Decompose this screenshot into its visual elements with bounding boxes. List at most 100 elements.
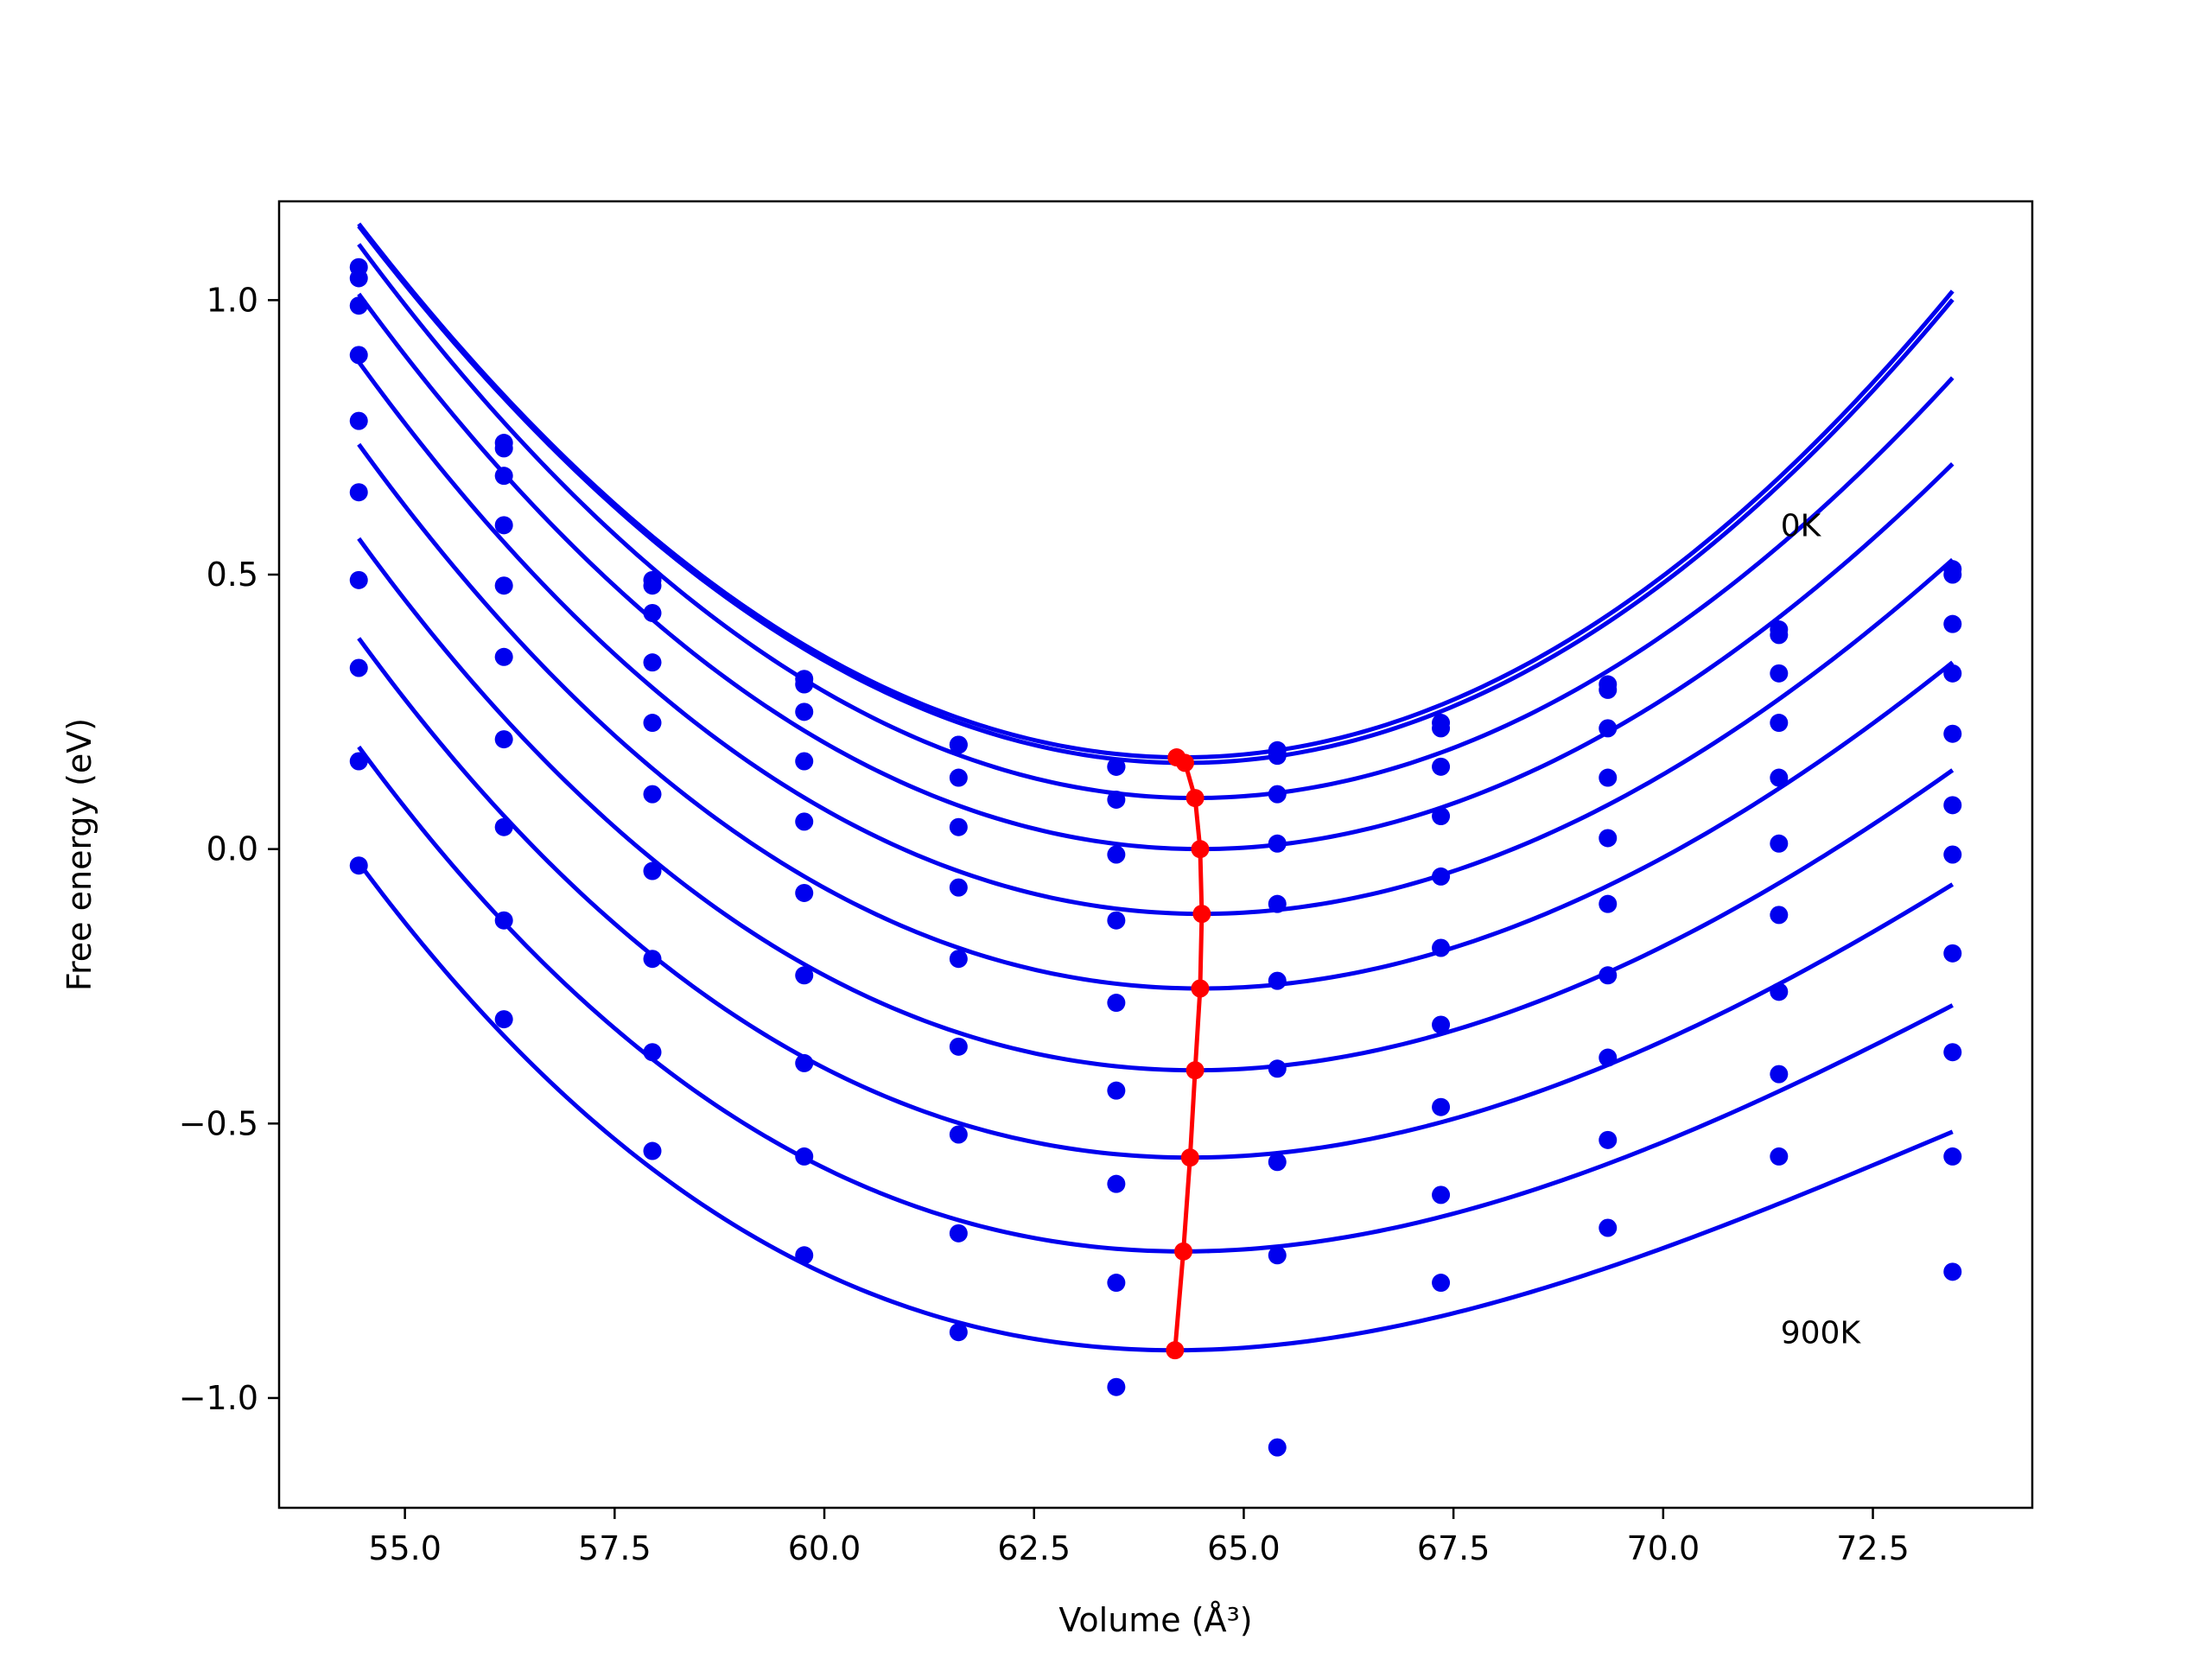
minimum-point	[1192, 905, 1211, 924]
minimum-point	[1174, 1242, 1193, 1261]
fit-curve	[357, 861, 1954, 1353]
x-tick-label: 55.0	[368, 1529, 442, 1567]
data-point	[349, 856, 368, 875]
y-tick-label: 0.5	[207, 556, 258, 594]
data-point	[494, 1010, 513, 1029]
data-point	[795, 1147, 814, 1166]
x-tick-label: 70.0	[1627, 1529, 1700, 1567]
fit-curves	[357, 222, 1955, 1353]
data-point	[1599, 966, 1618, 985]
data-point	[949, 1037, 968, 1056]
data-point	[1107, 790, 1126, 809]
data-point	[494, 911, 513, 930]
data-point	[1432, 757, 1451, 776]
data-point	[1268, 1246, 1287, 1265]
data-point	[1770, 768, 1789, 787]
data-point	[1268, 971, 1287, 990]
data-point	[349, 411, 368, 430]
data-point	[1770, 1065, 1789, 1084]
data-point	[1599, 1218, 1618, 1237]
data-point	[949, 817, 968, 836]
y-tick-label: 0.0	[207, 830, 258, 868]
data-point	[949, 768, 968, 787]
data-point	[494, 467, 513, 486]
x-tick-label: 57.5	[578, 1529, 652, 1567]
data-point	[494, 439, 513, 458]
data-point	[1432, 1097, 1451, 1116]
x-tick-label: 65.0	[1207, 1529, 1281, 1567]
temperature-annotation: 0K	[1781, 509, 1822, 544]
data-point	[1268, 894, 1287, 913]
data-point	[643, 1043, 662, 1062]
fit-curve	[357, 745, 1954, 1254]
data-point	[1107, 1274, 1126, 1293]
data-point	[1268, 1059, 1287, 1078]
data-point	[1432, 719, 1451, 738]
data-point	[795, 675, 814, 694]
data-point	[1268, 785, 1287, 804]
data-point	[1107, 911, 1126, 930]
data-point	[1943, 1043, 1962, 1062]
data-point	[1943, 1262, 1962, 1281]
data-point	[1268, 747, 1287, 766]
fit-curve	[357, 243, 1955, 801]
data-point	[795, 1246, 814, 1265]
data-point	[1432, 1274, 1451, 1293]
data-point	[349, 570, 368, 589]
data-point	[1432, 1185, 1451, 1205]
data-point	[643, 653, 662, 672]
data-point	[795, 752, 814, 771]
data-point	[1943, 724, 1962, 743]
data-point	[1599, 768, 1618, 787]
data-point	[1770, 626, 1789, 645]
fit-curve	[357, 537, 1955, 1073]
data-point	[1599, 894, 1618, 913]
data-point	[1770, 982, 1789, 1001]
data-point	[1770, 664, 1789, 683]
data-point	[1107, 757, 1126, 776]
minimum-point	[1191, 840, 1210, 859]
y-tick-label: −0.5	[179, 1104, 258, 1142]
data-point	[795, 966, 814, 985]
minimum-path-line	[1173, 755, 1205, 1351]
data-point	[795, 1053, 814, 1072]
x-tick-label: 62.5	[997, 1529, 1071, 1567]
data-point	[1770, 834, 1789, 853]
data-point	[494, 516, 513, 535]
data-point	[949, 878, 968, 897]
data-point	[643, 861, 662, 880]
data-point	[494, 730, 513, 749]
data-point	[1770, 714, 1789, 733]
data-point	[1599, 719, 1618, 738]
data-point	[643, 950, 662, 969]
data-point	[643, 714, 662, 733]
data-point	[1770, 1147, 1789, 1166]
data-point	[949, 950, 968, 969]
data-point	[643, 603, 662, 622]
data-point	[349, 752, 368, 771]
data-point	[1268, 834, 1287, 853]
plot-frame	[277, 200, 2034, 1510]
data-point	[949, 1224, 968, 1243]
data-point	[1943, 664, 1962, 683]
data-point	[1943, 845, 1962, 864]
temperature-annotation: 900K	[1781, 1315, 1862, 1351]
data-point	[1943, 944, 1962, 963]
data-point	[643, 1141, 662, 1160]
y-axis-label: Free energy (eV)	[60, 718, 99, 991]
minimum-point	[1167, 748, 1186, 767]
data-point	[1432, 867, 1451, 886]
data-point	[349, 296, 368, 315]
data-point	[349, 483, 368, 502]
data-point	[1599, 1048, 1618, 1067]
fit-curve	[357, 222, 1955, 760]
data-points	[349, 257, 1962, 1457]
y-tick-label: 1.0	[207, 281, 258, 319]
data-point	[1943, 1147, 1962, 1166]
data-point	[349, 658, 368, 677]
x-axis-ticks: 55.0 57.5 60.0 62.5 65.0 67.5 70.0 72.5	[368, 1508, 1910, 1567]
minimum-path	[1166, 748, 1211, 1360]
y-tick-label: −1.0	[179, 1379, 258, 1417]
data-point	[349, 269, 368, 288]
